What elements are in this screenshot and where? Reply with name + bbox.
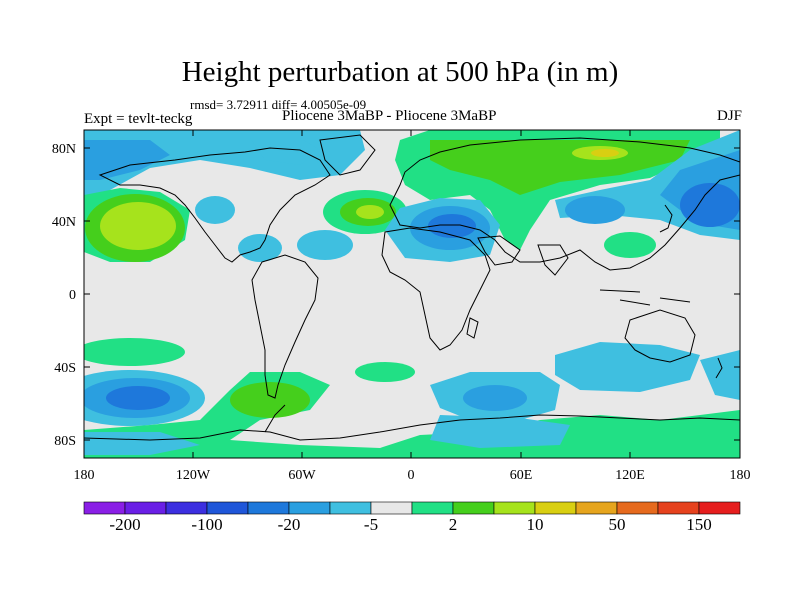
lon-label: 180 — [74, 468, 95, 483]
contour-band — [100, 202, 176, 250]
lat-label: 80N — [52, 142, 76, 157]
colorbar-boxes — [83, 501, 741, 515]
contour-band — [430, 415, 570, 448]
lon-label: 0 — [408, 468, 415, 483]
colorbar-swatch — [329, 501, 372, 515]
arabia-outline — [477, 235, 521, 266]
colorbar-swatch — [616, 501, 659, 515]
lat-label: 80S — [54, 434, 76, 449]
colorbar-label: -100 — [191, 515, 222, 534]
colorbar-label: -200 — [109, 515, 140, 534]
greenland-outline — [319, 134, 376, 176]
australia-outline — [624, 309, 696, 363]
experiment-name: Pliocene 3MaBP - Pliocene 3MaBP — [282, 108, 497, 124]
colorbar-swatch — [657, 501, 700, 515]
colorbar-swatch — [452, 501, 495, 515]
axis-ticks — [84, 130, 740, 458]
colorbar-swatch — [534, 501, 577, 515]
contour-band — [700, 350, 740, 400]
contour-band — [84, 338, 185, 366]
colorbar-label: -5 — [364, 515, 378, 534]
lon-label: 120E — [615, 468, 645, 483]
colorbar-swatch — [83, 501, 126, 515]
antarctica-outline — [84, 414, 740, 441]
contour-band — [84, 140, 170, 180]
indonesia-outline — [599, 289, 691, 306]
contour-band — [356, 205, 384, 219]
colorbar-label: 2 — [449, 515, 458, 534]
colorbar-label: -20 — [278, 515, 301, 534]
lon-label: 120W — [176, 468, 211, 483]
stats-text: rmsd= 3.72911 diff= 4.00505e-09 — [190, 97, 367, 112]
colorbar-swatch — [493, 501, 536, 515]
lon-label: 60E — [510, 468, 533, 483]
colorbar-swatch — [124, 501, 167, 515]
africa-outline — [381, 227, 491, 351]
contour-band — [250, 138, 320, 165]
contour-band — [604, 232, 656, 258]
antarctic-peninsula-outline — [264, 404, 286, 433]
madagascar-outline — [466, 317, 479, 339]
colorbar-swatch — [698, 501, 741, 515]
japan-outline — [659, 204, 673, 233]
contour-band — [463, 385, 527, 411]
experiment-label: Expt = tevlt-teckg — [84, 111, 193, 127]
lat-label: 40S — [54, 361, 76, 376]
new-zealand-outline — [715, 357, 723, 379]
lat-label: 0 — [69, 288, 76, 303]
colorbar-swatch — [411, 501, 454, 515]
colorbar-swatch — [206, 501, 249, 515]
colorbar-swatch — [370, 501, 413, 515]
contour-band — [565, 196, 625, 224]
contour-band — [297, 230, 353, 260]
contour-band — [555, 342, 700, 392]
coastlines — [84, 134, 740, 441]
lon-label: 60W — [288, 468, 316, 483]
contour-band — [591, 149, 619, 157]
colorbar-label: 10 — [527, 515, 544, 534]
contour-band — [230, 382, 310, 418]
lat-label: 40N — [52, 215, 76, 230]
contour-band — [106, 386, 170, 410]
colorbar-swatch — [247, 501, 290, 515]
map-title: Height perturbation at 500 hPa (in m) — [181, 56, 619, 88]
colorbar-label: 50 — [609, 515, 626, 534]
south-america-outline — [251, 254, 319, 399]
colorbar-swatch — [575, 501, 618, 515]
contour-band — [84, 432, 200, 455]
colorbar-swatch — [288, 501, 331, 515]
contour-band — [680, 183, 740, 227]
eurasia-outline — [389, 137, 740, 271]
season-label: DJF — [716, 108, 742, 124]
contour-field — [84, 130, 740, 458]
lon-label: 180 — [730, 468, 751, 483]
colorbar-label: 150 — [686, 515, 712, 534]
india-outline — [537, 244, 569, 276]
contour-band — [355, 362, 415, 382]
contour-band — [195, 196, 235, 224]
north-america-outline — [98, 147, 331, 263]
colorbar-swatch — [165, 501, 208, 515]
